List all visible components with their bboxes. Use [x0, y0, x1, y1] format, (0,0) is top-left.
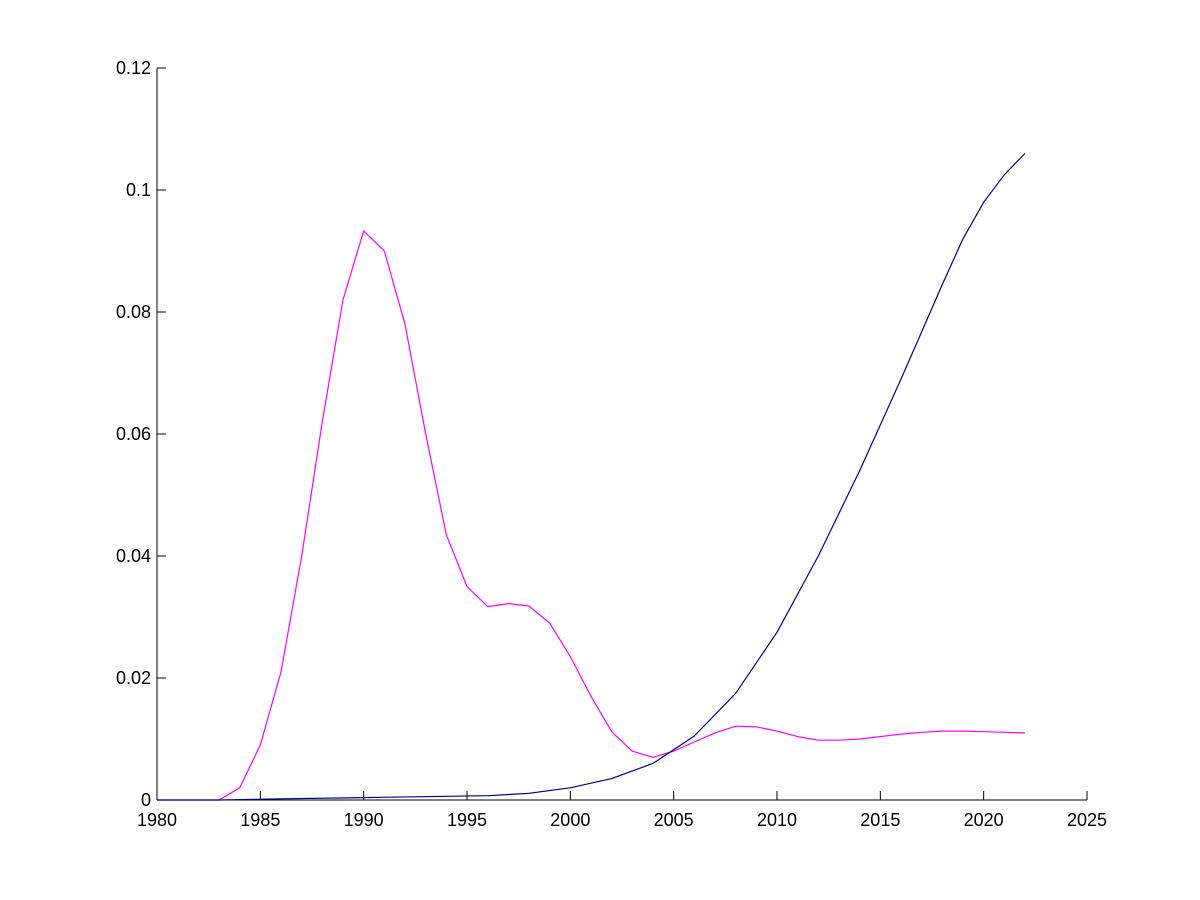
x-tick-label: 1990 — [344, 810, 384, 830]
y-tick-label: 0.06 — [116, 424, 151, 444]
x-tick-label: 1985 — [240, 810, 280, 830]
y-tick-label: 0.08 — [116, 302, 151, 322]
series-line-1 — [157, 230, 1026, 801]
x-tick-label: 2020 — [964, 810, 1004, 830]
axes: 1980 1985 1990 1995 2000 2005 2010 2015 2020 2025… — [116, 58, 1107, 830]
y-tick-label: 0.02 — [116, 668, 151, 688]
x-tick-label: 2025 — [1067, 810, 1107, 830]
y-tick-label: 0.04 — [116, 546, 151, 566]
x-tick-label: 2010 — [757, 810, 797, 830]
y-tick-label: 0.12 — [116, 58, 151, 78]
y-tick-label: 0 — [141, 790, 151, 810]
x-tick-label: 1995 — [447, 810, 487, 830]
x-tick-label: 1980 — [137, 810, 177, 830]
x-tick-label: 2005 — [654, 810, 694, 830]
x-tick-label: 2015 — [860, 810, 900, 830]
series-layer — [157, 152, 1026, 801]
series-line-2 — [157, 152, 1026, 801]
x-tick-label: 2000 — [550, 810, 590, 830]
y-tick-label: 0.1 — [126, 180, 151, 200]
